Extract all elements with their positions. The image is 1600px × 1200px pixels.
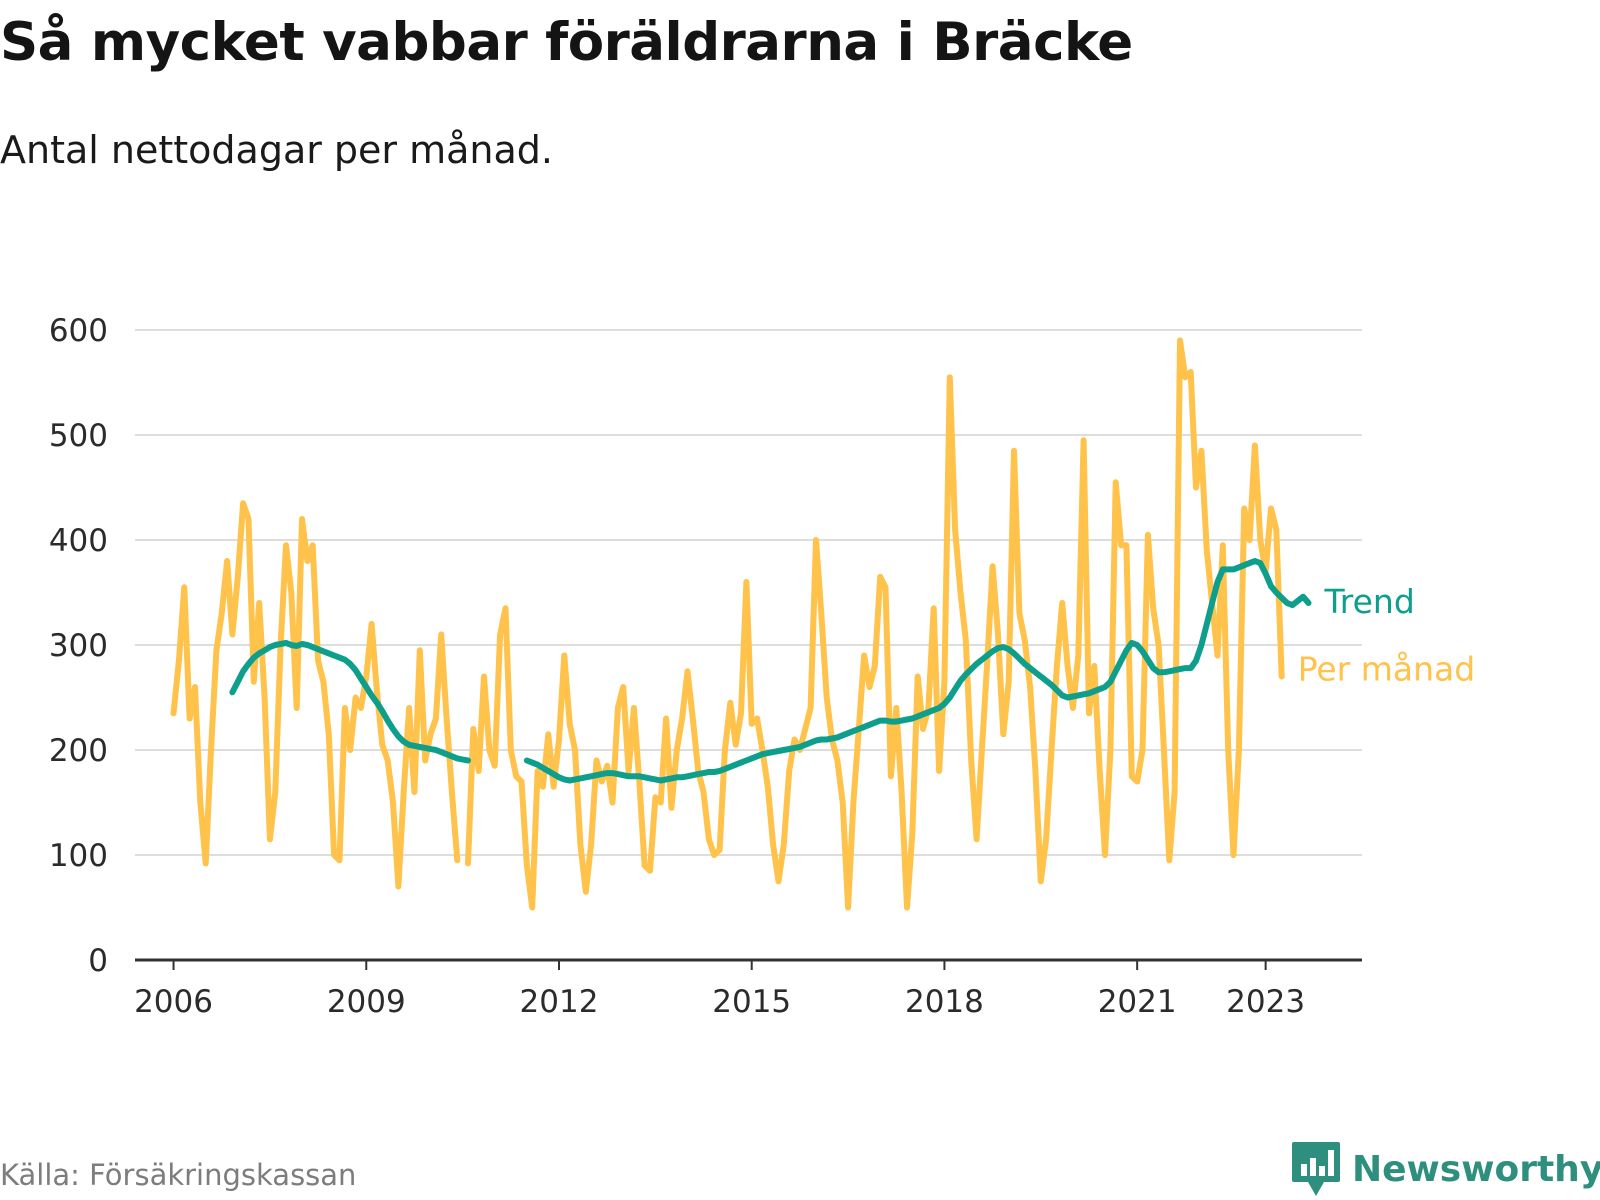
legend: Per månad Trend (1298, 582, 1476, 689)
y-tick-label: 300 (49, 628, 108, 664)
brand-name: Newsworthy (1352, 1148, 1600, 1190)
x-tick-label: 2012 (520, 984, 599, 1020)
legend-label-trend: Trend (1323, 582, 1414, 621)
x-tick-label: 2021 (1098, 984, 1177, 1020)
series-lines (170, 337, 1312, 911)
y-tick-label: 400 (49, 523, 108, 559)
x-tick-label: 2009 (327, 984, 406, 1020)
y-tick-label: 100 (49, 838, 108, 874)
series-line-trend (229, 558, 1312, 784)
source-note: Källa: Försäkringskassan (0, 1158, 357, 1192)
y-tick-label: 200 (49, 733, 108, 769)
chart-title: Så mycket vabbar föräldrarna i Bräcke (0, 12, 1133, 73)
newsworthy-logo-icon (1292, 1142, 1340, 1196)
x-tick-label: 2006 (134, 984, 213, 1020)
series-line-monthly (170, 337, 1285, 911)
legend-label-monthly: Per månad (1298, 650, 1476, 689)
brand-logo: Newsworthy (1290, 1140, 1600, 1198)
y-tick-label: 0 (88, 943, 108, 979)
x-tick-label: 2015 (712, 984, 791, 1020)
axes: 0 100 200 300 400 500 600 2006 2009 2012 2015 2018 2… (49, 313, 1362, 1020)
chart-subtitle: Antal nettodagar per månad. (0, 128, 554, 172)
x-tick-label: 2023 (1226, 984, 1305, 1020)
x-tick-label: 2018 (905, 984, 984, 1020)
y-tick-label: 500 (49, 418, 108, 454)
y-tick-label: 600 (49, 313, 108, 349)
